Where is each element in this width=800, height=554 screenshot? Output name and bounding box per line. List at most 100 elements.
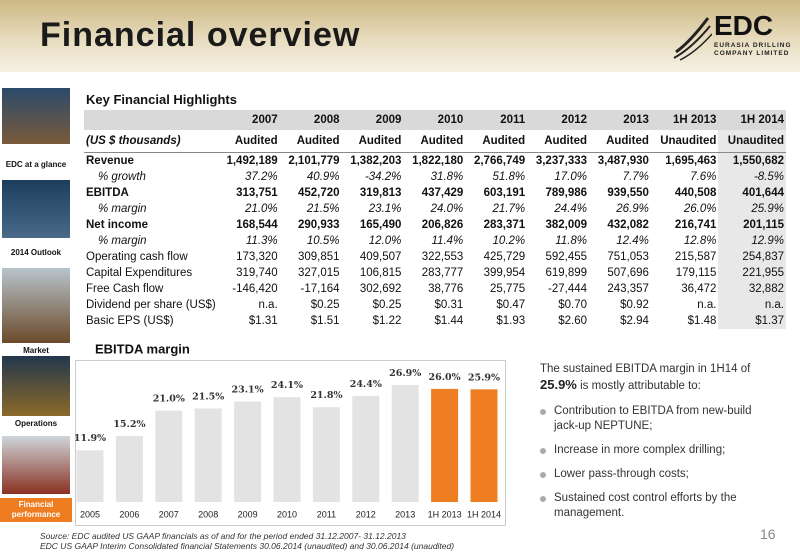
table-cell: 1,822,180 bbox=[412, 155, 464, 167]
page-number: 16 bbox=[760, 526, 776, 542]
x-tick-label: 2011 bbox=[317, 509, 336, 519]
table-cell: 32,882 bbox=[718, 281, 786, 297]
table-cell: 327,015 bbox=[297, 267, 340, 279]
table-cell: 592,455 bbox=[545, 251, 588, 263]
logo-swoosh bbox=[673, 17, 713, 61]
row-label: Basic EPS (US$) bbox=[86, 315, 174, 327]
table-cell: 603,191 bbox=[483, 187, 526, 199]
row-label: Dividend per share (US$) bbox=[86, 299, 216, 311]
table-cell: 165,490 bbox=[359, 219, 402, 231]
row-label: EBITDA bbox=[86, 187, 129, 199]
table-cell: 206,826 bbox=[421, 219, 464, 231]
bar bbox=[115, 435, 143, 502]
table-cell: -34.2% bbox=[364, 171, 402, 183]
table-cell: 201,115 bbox=[718, 217, 786, 233]
table-cell: 24.0% bbox=[430, 203, 464, 215]
table-cell: $0.31 bbox=[434, 299, 464, 311]
x-tick-label: 1H 2014 bbox=[467, 509, 501, 519]
subheader-row: (US $ thousands) Audited Audited Audited Aud… bbox=[84, 130, 786, 153]
table-cell: 17.0% bbox=[554, 171, 588, 183]
table-cell: 309,851 bbox=[297, 251, 340, 263]
chart-title: EBITDA margin bbox=[95, 341, 190, 356]
slide-title: Financial overview bbox=[40, 16, 361, 54]
source-line: EDC US GAAP Interim Consolidated financi… bbox=[40, 541, 455, 551]
table-cell: 399,954 bbox=[483, 267, 526, 279]
sidebar-label: Market bbox=[23, 346, 49, 355]
table-cell: $0.92 bbox=[620, 299, 649, 311]
audit-status: Unaudited bbox=[650, 130, 719, 153]
table-cell: 401,644 bbox=[718, 185, 786, 201]
table-block: Key Financial Highlights 2007 2008 2009 201… bbox=[84, 92, 786, 329]
table-row: Free Cash flow -146,420 -17,164 302,692 38,7… bbox=[84, 281, 786, 297]
table-cell: 216,741 bbox=[674, 219, 717, 231]
sidebar-image bbox=[2, 436, 70, 494]
x-tick-label: 2006 bbox=[119, 509, 139, 519]
row-label: Net income bbox=[86, 219, 148, 231]
table-row: Dividend per share (US$) n.a. $0.25 $0.25 $0… bbox=[84, 297, 786, 313]
row-label: Capital Expenditures bbox=[86, 267, 193, 279]
chart-frame bbox=[75, 360, 506, 526]
sidebar-image bbox=[2, 180, 70, 238]
bar bbox=[391, 384, 419, 502]
table-cell: 12.8% bbox=[683, 235, 717, 247]
source-line: Source: EDC audited US GAAP financials a… bbox=[40, 531, 406, 541]
x-tick-label: 2009 bbox=[238, 509, 258, 519]
column-header: 2013 bbox=[589, 110, 651, 130]
table-cell: 12.4% bbox=[616, 235, 649, 247]
x-tick-label: 2010 bbox=[277, 509, 297, 519]
table-cell: 21.5% bbox=[306, 203, 340, 215]
x-tick-label: 2012 bbox=[356, 509, 376, 519]
sidebar-label: Operations bbox=[14, 419, 58, 428]
bullet: Lower pass-through costs; bbox=[540, 467, 778, 482]
table-cell: 179,115 bbox=[675, 267, 717, 279]
row-label: Operating cash flow bbox=[86, 251, 188, 263]
value-label: 23.1% bbox=[232, 385, 264, 396]
row-label: % margin bbox=[98, 203, 147, 215]
table-row: Operating cash flow 173,320 309,851 409,507… bbox=[84, 249, 786, 265]
table-cell: 440,508 bbox=[674, 187, 717, 199]
table-cell: 789,986 bbox=[545, 187, 588, 199]
audit-status: Audited bbox=[403, 130, 466, 153]
table-cell: 221,955 bbox=[718, 265, 786, 281]
table-cell: 12.9% bbox=[718, 233, 786, 249]
row-label: Free Cash flow bbox=[86, 283, 164, 295]
table-cell: $2.60 bbox=[558, 315, 588, 327]
logo: EDC EURASIA DRILLING COMPANY LIMITED bbox=[672, 10, 791, 64]
note: The sustained EBITDA margin in 1H14 of 2… bbox=[540, 362, 778, 530]
table-cell: 283,777 bbox=[421, 267, 464, 279]
table-cell: n.a. bbox=[718, 297, 786, 313]
table-cell: 173,320 bbox=[236, 251, 278, 263]
row-label: % growth bbox=[98, 171, 146, 183]
bar bbox=[234, 401, 262, 502]
bar bbox=[155, 410, 183, 502]
table-cell: -27,444 bbox=[548, 283, 588, 295]
table-cell: 939,550 bbox=[607, 187, 649, 199]
bar bbox=[470, 389, 498, 502]
column-header: 2008 bbox=[279, 110, 342, 130]
note-intro: The sustained EBITDA margin in 1H14 of 2… bbox=[540, 362, 778, 394]
table-cell: 302,692 bbox=[359, 283, 402, 295]
logo-name: EDC bbox=[714, 10, 774, 41]
column-header: 2009 bbox=[341, 110, 404, 130]
table-cell: $1.48 bbox=[687, 315, 717, 327]
bar bbox=[194, 408, 222, 502]
value-label: 26.0% bbox=[429, 372, 461, 383]
bar bbox=[76, 450, 104, 502]
table-cell: 283,371 bbox=[483, 219, 526, 231]
x-tick-label: 2005 bbox=[80, 509, 100, 519]
table-cell: 12.0% bbox=[368, 235, 402, 247]
table-cell: 25,775 bbox=[489, 283, 526, 295]
value-label: 26.9% bbox=[389, 368, 421, 379]
table-cell: 23.1% bbox=[368, 203, 402, 215]
table-cell: $0.25 bbox=[310, 299, 340, 311]
table-cell: 10.5% bbox=[306, 235, 340, 247]
sidebar-label: EDC at a glance bbox=[5, 160, 67, 169]
table-cell: $1.37 bbox=[718, 313, 786, 329]
table-cell: 382,009 bbox=[545, 219, 588, 231]
logo-line: COMPANY LIMITED bbox=[714, 50, 790, 57]
table-cell: 3,487,930 bbox=[597, 155, 649, 167]
value-label: 21.8% bbox=[310, 390, 342, 401]
row-label: Revenue bbox=[86, 155, 134, 167]
table-cell: 37.2% bbox=[245, 171, 278, 183]
table-cell: 36,472 bbox=[681, 283, 717, 295]
